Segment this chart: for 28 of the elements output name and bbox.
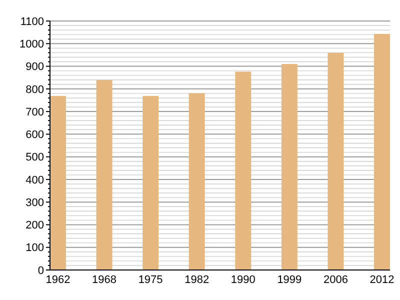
bar [142, 96, 159, 270]
x-tick-label: 2012 [370, 274, 394, 286]
y-tick-label: 600 [26, 129, 44, 142]
bar [96, 80, 112, 270]
x-tick-label: 1962 [46, 274, 70, 286]
bar [374, 34, 390, 270]
y-tick-label: 1000 [20, 38, 44, 50]
x-tick-label: 1975 [138, 274, 163, 286]
y-tick-label: 100 [26, 242, 44, 254]
bar [235, 72, 252, 270]
bar [328, 52, 344, 270]
y-tick-label: 900 [26, 61, 44, 74]
y-tick-label: 1100 [20, 16, 44, 28]
y-tick-label: 500 [26, 152, 44, 164]
y-tick-label: 200 [26, 220, 44, 232]
y-tick-label: 700 [26, 106, 44, 118]
bar [281, 64, 298, 270]
x-tick-label: 2006 [323, 274, 348, 286]
x-tick-label: 1990 [230, 274, 256, 286]
y-tick-label: 300 [26, 196, 44, 209]
bar [188, 93, 205, 270]
x-tick-label: 1999 [277, 274, 302, 286]
y-tick-label: 800 [26, 84, 44, 96]
bar [50, 96, 66, 270]
y-tick-label: 400 [26, 174, 44, 186]
x-tick-label: 1968 [92, 274, 117, 286]
x-tick-label: 1982 [184, 274, 210, 286]
y-tick-label: 0 [38, 264, 44, 277]
